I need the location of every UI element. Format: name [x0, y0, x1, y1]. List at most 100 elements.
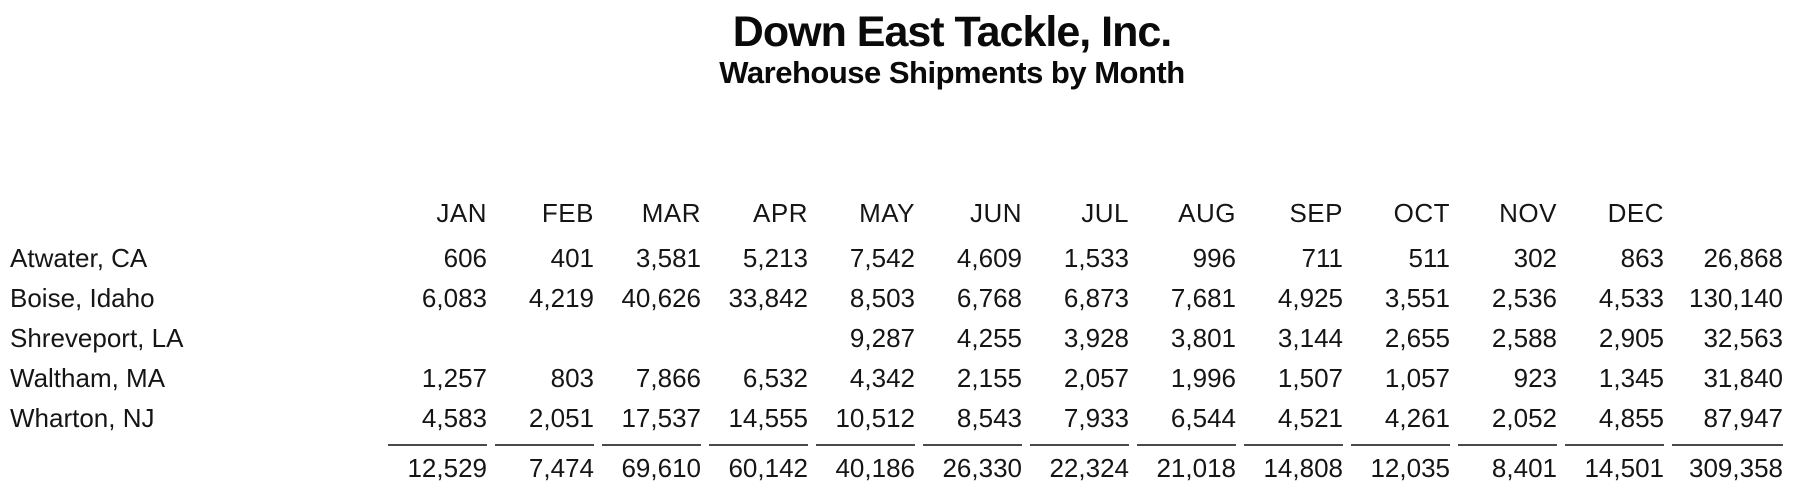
column-total-value: 7,474: [495, 444, 594, 484]
shipment-value: 8,543: [956, 402, 1022, 433]
shipment-value: 4,609: [956, 242, 1022, 273]
month-header-jul: JUL: [1081, 197, 1129, 228]
column-total: 69,610: [594, 438, 701, 494]
shipment-value: 6,768: [956, 282, 1022, 313]
column-total-value: 40,186: [816, 444, 915, 484]
shipment-value: 8,503: [849, 282, 915, 313]
shipment-value: 606: [443, 242, 487, 273]
column-total-value: 14,501: [1565, 444, 1664, 484]
shipment-value: 4,255: [956, 322, 1022, 353]
shipment-value: 7,933: [1063, 402, 1129, 433]
warehouse-label: Boise, Idaho: [10, 282, 155, 313]
warehouse-label: Shreveport, LA: [10, 322, 184, 353]
shipment-value: 1,057: [1384, 362, 1450, 393]
shipment-value: 1,257: [421, 362, 487, 393]
warehouse-total: 130,140: [1689, 282, 1783, 313]
shipment-value: 2,057: [1063, 362, 1129, 393]
warehouse-total: 26,868: [1703, 242, 1783, 273]
column-total-value: 14,808: [1244, 444, 1343, 484]
shipment-value: 9,287: [849, 322, 915, 353]
column-total-value: 12,035: [1351, 444, 1450, 484]
report-header: Down East Tackle, Inc. Warehouse Shipmen…: [72, 10, 1800, 89]
warehouse-row: Waltham, MA 1,257 803 7,866 6,532 4,342 2,155 2…: [10, 358, 1783, 398]
shipments-table: JAN FEB MAR APR MAY JUN JUL AUG SEP OCT NOV DEC Atw…: [10, 188, 1783, 494]
column-total-value: 12,529: [388, 444, 487, 484]
warehouse-row: Shreveport, LA 9,287 4,255 3,928 3,801 3,144 2…: [10, 318, 1783, 358]
shipment-value: 3,928: [1063, 322, 1129, 353]
shipment-value: 511: [1408, 242, 1450, 273]
shipment-value: 7,542: [849, 242, 915, 273]
shipment-value: 2,051: [528, 402, 594, 433]
shipment-value: 6,083: [421, 282, 487, 313]
warehouse-row: Wharton, NJ 4,583 2,051 17,537 14,555 10,512 8…: [10, 398, 1783, 438]
shipment-value: 996: [1192, 242, 1236, 273]
shipment-value: 923: [1513, 362, 1557, 393]
column-total-value: 26,330: [923, 444, 1022, 484]
shipment-value: 2,052: [1491, 402, 1557, 433]
warehouse-row: Boise, Idaho 6,083 4,219 40,626 33,842 8,503 6…: [10, 278, 1783, 318]
shipment-value: 6,544: [1170, 402, 1236, 433]
column-total: 14,501: [1557, 438, 1664, 494]
shipment-value: 1,996: [1170, 362, 1236, 393]
shipment-value: 2,536: [1491, 282, 1557, 313]
column-total-value: 8,401: [1458, 444, 1557, 484]
warehouse-total: 87,947: [1703, 402, 1783, 433]
shipment-value: 7,681: [1170, 282, 1236, 313]
shipment-value: 2,155: [956, 362, 1022, 393]
month-header-sep: SEP: [1289, 197, 1343, 228]
totals-label-spacer: [10, 438, 380, 494]
column-total-value: 69,610: [602, 444, 701, 484]
shipment-value: 40,626: [621, 282, 701, 313]
column-total: 7,474: [487, 438, 594, 494]
shipment-value: 4,855: [1598, 402, 1664, 433]
column-total-value: 60,142: [709, 444, 808, 484]
grand-total: 309,358: [1664, 438, 1783, 494]
page-title: Down East Tackle, Inc.: [732, 8, 1172, 56]
shipment-value: 2,905: [1598, 322, 1664, 353]
column-total-value: 22,324: [1030, 444, 1129, 484]
warehouse-total: 32,563: [1703, 322, 1783, 353]
column-total: 12,529: [380, 438, 487, 494]
shipment-value: 2,588: [1491, 322, 1557, 353]
shipment-value: 4,261: [1384, 402, 1450, 433]
column-total-value: 21,018: [1137, 444, 1236, 484]
shipment-value: 4,583: [421, 402, 487, 433]
shipment-value: 1,533: [1063, 242, 1129, 273]
shipment-value: 803: [550, 362, 594, 393]
shipment-value: 3,144: [1277, 322, 1343, 353]
shipment-value: 33,842: [728, 282, 808, 313]
column-total: 14,808: [1236, 438, 1343, 494]
shipment-value: [701, 318, 808, 358]
column-total: 26,330: [915, 438, 1022, 494]
column-total: 8,401: [1450, 438, 1557, 494]
column-total: 22,324: [1022, 438, 1129, 494]
column-total: 21,018: [1129, 438, 1236, 494]
column-total: 60,142: [701, 438, 808, 494]
shipment-value: 302: [1513, 242, 1557, 273]
column-totals-row: 12,529 7,474 69,610 60,142 40,186 26,330 22,32…: [10, 438, 1783, 494]
warehouse-label: Waltham, MA: [10, 362, 166, 393]
month-header-dec: DEC: [1607, 197, 1664, 228]
shipment-value: 3,801: [1170, 322, 1236, 353]
shipment-value: 14,555: [728, 402, 808, 433]
month-header-aug: AUG: [1178, 197, 1236, 228]
column-total: 12,035: [1343, 438, 1450, 494]
shipment-value: 1,345: [1598, 362, 1664, 393]
shipment-value: 4,521: [1277, 402, 1343, 433]
shipment-value: 6,873: [1063, 282, 1129, 313]
shipment-value: 401: [550, 242, 594, 273]
shipment-value: 7,866: [635, 362, 701, 393]
month-header-jun: JUN: [969, 197, 1022, 228]
shipment-value: 10,512: [835, 402, 915, 433]
column-total: 40,186: [808, 438, 915, 494]
shipment-value: 3,551: [1384, 282, 1450, 313]
month-header-feb: FEB: [541, 197, 594, 228]
shipment-value: 17,537: [621, 402, 701, 433]
warehouse-row: Atwater, CA 606 401 3,581 5,213 7,542 4,609 1,5…: [10, 238, 1783, 278]
warehouse-label: Atwater, CA: [10, 242, 148, 273]
grand-total-value: 309,358: [1672, 444, 1783, 484]
shipment-value: 4,925: [1277, 282, 1343, 313]
shipment-value: 4,533: [1598, 282, 1664, 313]
month-header-mar: MAR: [641, 197, 701, 228]
shipment-value: 3,581: [635, 242, 701, 273]
